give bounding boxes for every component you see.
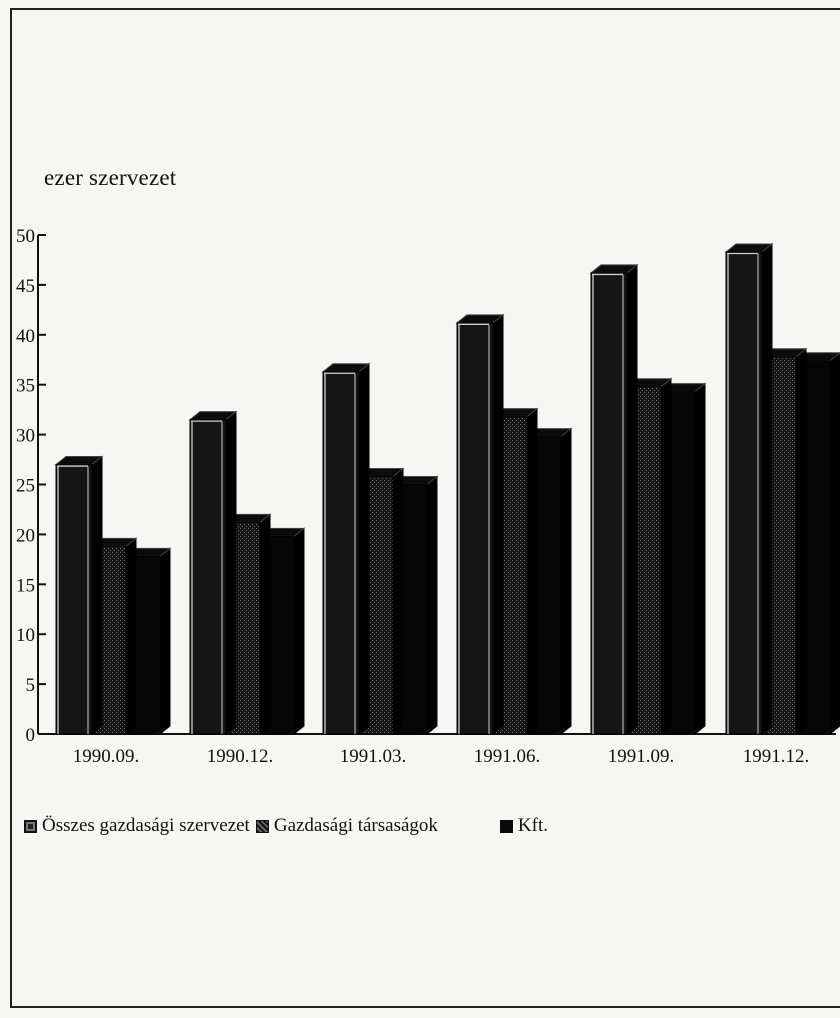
y-tick-label: 40 <box>16 326 35 347</box>
legend-item-total: Összes gazdasági szervezet <box>24 815 250 837</box>
bar-base-mark <box>422 727 432 735</box>
legend-label-companies: Gazdasági társaságok <box>273 815 438 836</box>
bar-side <box>694 382 706 736</box>
legend-swatch-companies <box>255 819 269 833</box>
bar-side <box>259 513 271 736</box>
bar-base-mark <box>690 727 700 735</box>
bar-side <box>761 242 773 736</box>
bar-base-mark <box>155 727 165 735</box>
bar-side <box>492 313 504 736</box>
bar-4-0 <box>589 263 639 736</box>
bar-front <box>322 371 360 735</box>
legend: Összes gazdasági szervezet Gazdasági tár… <box>24 815 548 837</box>
bar-base-mark <box>556 727 566 735</box>
x-tick-label: 1990.09. <box>73 746 140 767</box>
bar-side <box>358 362 370 736</box>
bar-base-mark <box>825 727 835 735</box>
bar-front <box>189 419 227 735</box>
y-tick-label: 15 <box>16 575 35 596</box>
bar-front <box>55 464 93 735</box>
bar-3-0 <box>455 313 505 736</box>
bar-side <box>125 537 137 736</box>
y-tick-label: 20 <box>16 525 35 546</box>
bar-side <box>626 263 638 736</box>
bar-side <box>159 547 171 736</box>
legend-item-companies: Gazdasági társaságok <box>255 815 438 837</box>
legend-label-total: Összes gazdasági szervezet <box>42 815 250 836</box>
bar-0-0 <box>54 455 104 736</box>
bar-front <box>725 251 763 735</box>
legend-swatch-total <box>24 819 37 833</box>
x-tick-label: 1991.06. <box>474 746 541 767</box>
bar-side <box>660 377 672 736</box>
y-tick-label: 0 <box>26 725 36 746</box>
x-tick-label: 1991.12. <box>743 746 810 767</box>
y-axis-label: ezer szervezet <box>44 165 177 190</box>
y-tick-label: 35 <box>16 376 35 397</box>
y-tick-label: 30 <box>16 426 35 447</box>
legend-item-kft: Kft. <box>499 815 548 837</box>
legend-label-kft: Kft. <box>517 815 548 836</box>
x-tick-label: 1991.03. <box>340 746 407 767</box>
bar-side <box>91 455 103 736</box>
bar-front <box>456 322 494 735</box>
y-tick-label: 50 <box>16 226 35 247</box>
y-tick-label: 5 <box>26 675 36 696</box>
legend-swatch-kft <box>499 819 513 833</box>
bar-side <box>392 467 404 736</box>
x-tick-label: 1991.09. <box>608 746 675 767</box>
bar-side <box>560 427 572 736</box>
bar-base-mark <box>289 727 299 735</box>
bar-side <box>526 407 538 736</box>
bar-side <box>829 352 840 736</box>
bar-side <box>225 410 237 736</box>
y-tick-label: 25 <box>16 476 35 497</box>
bar-front <box>590 272 628 735</box>
chart-frame <box>10 8 840 1008</box>
bar-5-0 <box>724 242 774 736</box>
x-tick-label: 1990.12. <box>207 746 274 767</box>
bar-side <box>293 527 305 736</box>
bar-1-0 <box>188 410 238 736</box>
bar-2-0 <box>321 362 371 736</box>
bar-side <box>795 347 807 736</box>
bar-side <box>426 475 438 736</box>
y-tick-label: 10 <box>16 625 35 646</box>
y-tick-label: 45 <box>16 276 35 297</box>
